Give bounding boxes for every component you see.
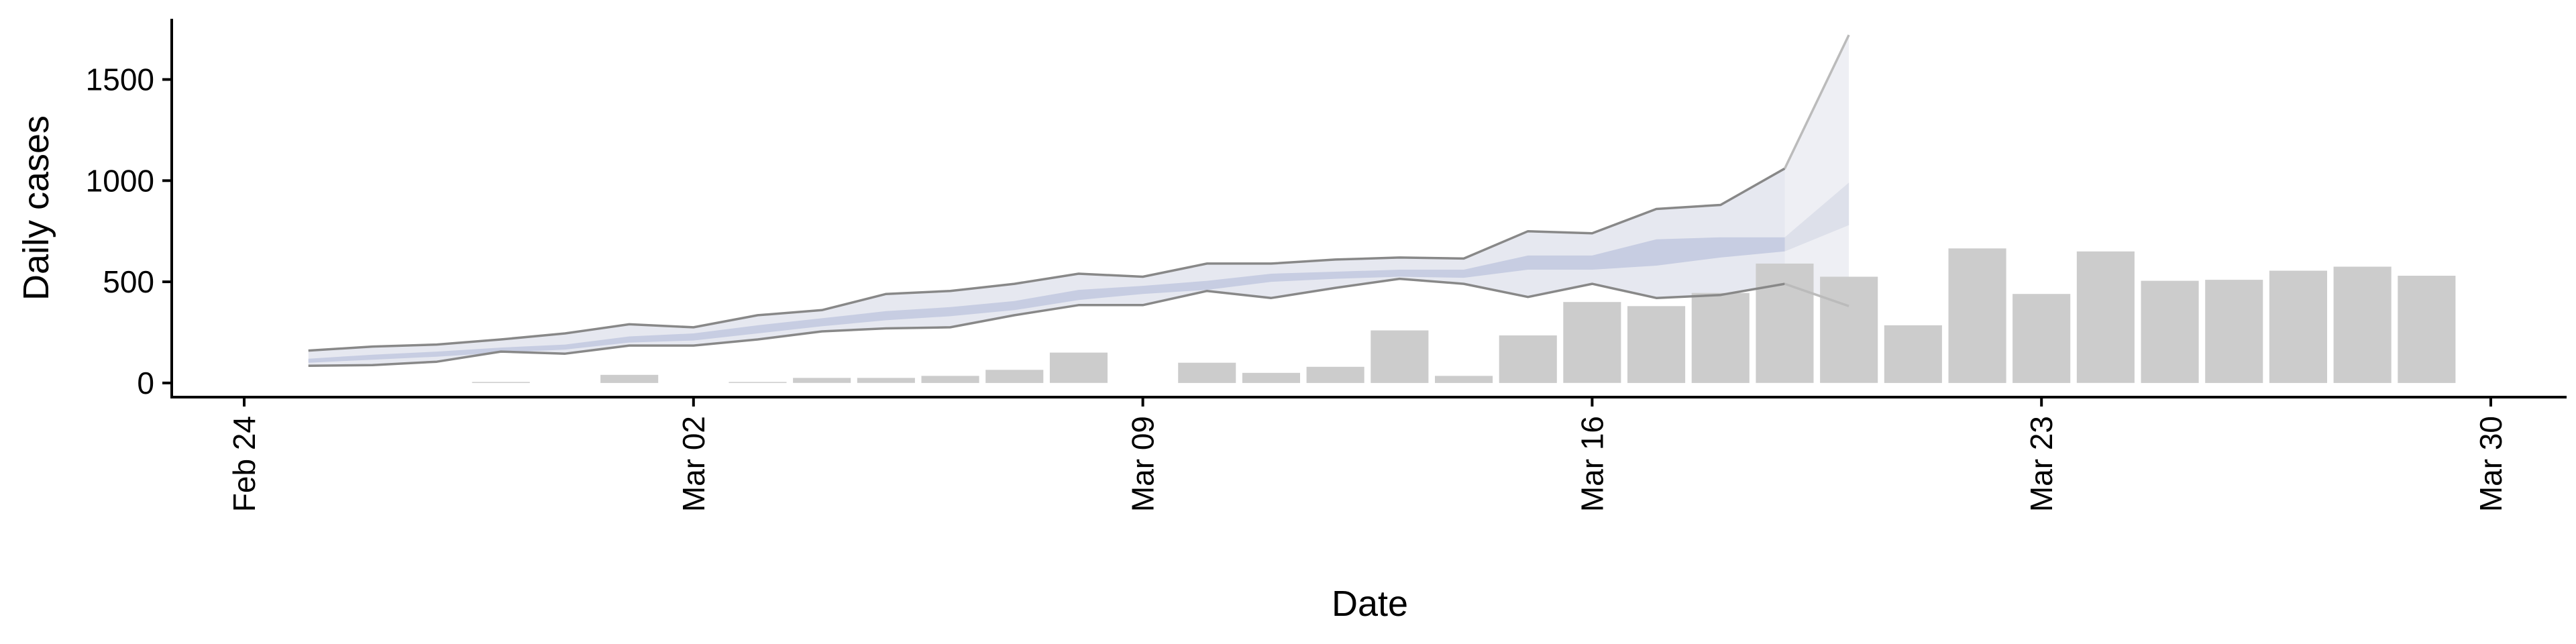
- ticks: 0 500 1000 1500 Feb 24 Mar 02 Mar 09 Mar 16 Mar …: [86, 62, 2508, 512]
- bar-2020-03-10: [1178, 362, 1236, 383]
- y-axis-title: Daily cases: [16, 115, 56, 301]
- bar-2020-03-04: [793, 378, 851, 383]
- bar-2020-03-24: [2076, 251, 2135, 383]
- bar-2020-03-20: [1820, 276, 1878, 383]
- bar-2020-03-29: [2398, 276, 2456, 383]
- bar-2020-03-05: [857, 378, 915, 383]
- bar-2020-03-03: [729, 382, 787, 383]
- plot-area: [308, 34, 2456, 383]
- bar-2020-03-13: [1371, 330, 1429, 383]
- bar-2020-03-14: [1435, 376, 1493, 383]
- x-tick-label-2020-02-24: Feb 24: [227, 416, 262, 512]
- bar-2020-03-22: [1948, 248, 2006, 383]
- x-tick-label-2020-03-02: Mar 02: [676, 416, 711, 512]
- bar-2020-03-07: [985, 370, 1044, 383]
- bar-2020-03-16: [1563, 302, 1621, 383]
- x-tick-label-2020-03-23: Mar 23: [2024, 416, 2059, 512]
- x-tick-label-2020-03-16: Mar 16: [1574, 416, 1609, 512]
- y-tick-label-0: 0: [137, 366, 154, 400]
- bar-2020-03-18: [1691, 292, 1750, 383]
- y-tick-label-500: 500: [103, 264, 154, 299]
- bar-2020-03-23: [2012, 294, 2071, 383]
- lower-bound-line: [308, 277, 1785, 368]
- bar-2020-03-11: [1242, 372, 1300, 383]
- forecast-lower-bound-line: [1784, 282, 1849, 307]
- forecast-upper-bound-line: [1783, 34, 1850, 169]
- bar-2020-03-21: [1884, 325, 1942, 383]
- y-tick-label-1500: 1500: [86, 62, 154, 97]
- bar-2020-02-28: [472, 382, 530, 383]
- bar-2020-03-06: [921, 376, 979, 383]
- bar-2020-03-15: [1499, 335, 1557, 383]
- x-axis-title: Date: [1332, 584, 1408, 624]
- forecast-band-inner: [1784, 182, 1849, 252]
- x-tick-label-2020-03-09: Mar 09: [1126, 416, 1161, 512]
- bar-2020-03-25: [2141, 280, 2199, 383]
- bar-2020-03-17: [1627, 306, 1686, 383]
- bar-2020-03-01: [600, 374, 659, 383]
- bar-2020-03-27: [2269, 270, 2327, 383]
- bar-2020-03-19: [1756, 263, 1814, 383]
- y-tick-label-1000: 1000: [86, 163, 154, 198]
- upper-bound-line: [308, 167, 1786, 352]
- bar-2020-03-12: [1306, 366, 1364, 383]
- estimate-band-inner: [308, 237, 1785, 363]
- bar-2020-03-28: [2333, 266, 2392, 383]
- bar-2020-03-08: [1049, 352, 1108, 383]
- x-tick-label-2020-03-30: Mar 30: [2473, 416, 2508, 512]
- axes: [170, 19, 2567, 398]
- bar-2020-03-26: [2205, 280, 2263, 383]
